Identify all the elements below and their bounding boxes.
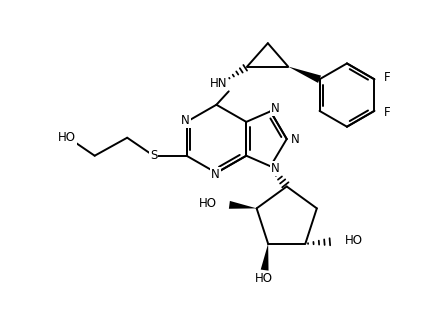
Text: N: N bbox=[211, 168, 220, 181]
Text: N: N bbox=[291, 133, 300, 146]
Text: HO: HO bbox=[255, 271, 273, 285]
Polygon shape bbox=[288, 67, 321, 83]
Text: N: N bbox=[181, 114, 190, 127]
Text: N: N bbox=[271, 162, 280, 175]
Polygon shape bbox=[229, 201, 256, 209]
Text: S: S bbox=[150, 149, 157, 162]
Text: HO: HO bbox=[199, 197, 217, 211]
Text: F: F bbox=[384, 106, 391, 119]
Text: HN: HN bbox=[210, 77, 227, 90]
Text: HO: HO bbox=[345, 234, 363, 247]
Text: F: F bbox=[384, 71, 391, 84]
Text: N: N bbox=[271, 102, 280, 115]
Text: HO: HO bbox=[58, 131, 76, 144]
Polygon shape bbox=[261, 244, 268, 270]
